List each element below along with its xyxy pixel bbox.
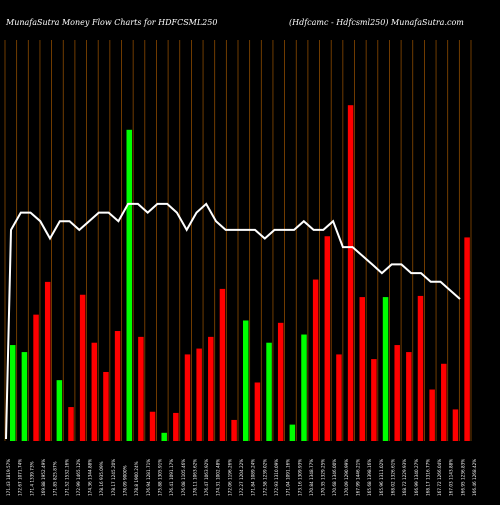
x-tick-label: 178.8 1900.24% xyxy=(134,461,139,496)
grid-lines xyxy=(4,40,472,441)
x-tick-label: 166.46 1268.42% xyxy=(472,459,477,496)
header-site: (Hdfcamc - Hdfcsml250) MunafaSutra.com xyxy=(289,18,464,27)
x-tick-label: 171.4 1339.73% xyxy=(29,461,34,496)
money-flow-bar xyxy=(173,412,179,441)
money-flow-bar xyxy=(184,354,191,441)
x-tick-label: 170.68 1346.00% xyxy=(332,459,337,496)
x-tick-label: 172.99 1465.12% xyxy=(76,459,81,496)
x-tick-label: 170.09 1290.99% xyxy=(344,459,349,496)
x-tick-label: 178.17 1245.20% xyxy=(111,459,116,496)
money-flow-bar xyxy=(243,320,249,441)
money-flow-bar xyxy=(289,424,296,441)
money-flow-bar xyxy=(301,334,307,441)
x-tick-label: 165.68 1398.16% xyxy=(367,459,372,496)
money-flow-bar xyxy=(79,294,86,441)
money-flow-bar xyxy=(312,279,319,441)
x-tick-label: 178.16 935.09% xyxy=(99,461,104,496)
x-tick-label: 168.17 1316.77% xyxy=(425,459,430,496)
x-tick-label: 176.94 1281.71% xyxy=(146,459,151,496)
x-tick-label: 173.16 1309.93% xyxy=(297,459,302,496)
money-flow-bar xyxy=(441,363,447,441)
money-flow-bar xyxy=(138,336,144,441)
money-flow-bar xyxy=(208,336,214,441)
x-tick-label: 166.99 1340.27% xyxy=(414,459,419,496)
x-tick-label: 171.52 1532.16% xyxy=(64,459,69,496)
money-flow-bar xyxy=(196,348,202,441)
x-tick-label: 176.41 1091.17% xyxy=(169,459,174,496)
x-tick-label: 166.95 1236.83% xyxy=(460,459,465,496)
money-flow-bar xyxy=(10,345,16,441)
money-flow-bar xyxy=(231,419,237,441)
money-flow-bar xyxy=(347,105,354,442)
x-tick-label: 169.88 1952.49% xyxy=(41,459,46,496)
money-flow-bar xyxy=(277,322,284,441)
money-flow-bar xyxy=(91,342,98,441)
chart-title: MunafaSutra Money Flow Charts for HDFCSM… xyxy=(5,18,217,27)
x-tick-label: 170.84 1348.77% xyxy=(309,459,314,496)
money-flow-bar xyxy=(452,409,459,441)
x-tick-label: 172.27 1204.22% xyxy=(239,459,244,496)
x-tick-label: 174.36 1344.88% xyxy=(88,459,93,496)
money-flow-bar xyxy=(406,352,412,441)
x-tick-label: 172.06 1196.26% xyxy=(227,459,232,496)
x-tick-labels: 171.43 1819.57% 172.67 1071.74% 171.4 1339… xyxy=(6,459,477,496)
money-flow-bar xyxy=(336,354,342,441)
x-tick-label: 175.88 1305.91% xyxy=(157,459,162,496)
x-tick-label: 171.85 825.87% xyxy=(53,461,58,496)
x-tick-label: 168.72 1229.93% xyxy=(402,459,407,496)
price-line xyxy=(5,202,461,440)
x-tick-label: 167.03 1143.88% xyxy=(449,459,454,496)
money-flow-bar xyxy=(394,345,400,441)
x-tick-label: 172.67 1071.74% xyxy=(18,459,23,496)
x-tick-label: 167.99 1446.21% xyxy=(356,459,361,496)
money-flow-bar xyxy=(359,297,365,441)
money-flow-bar xyxy=(44,281,51,441)
x-tick-label: 176.08 1105.46% xyxy=(181,459,186,496)
money-flow-bar xyxy=(429,389,435,441)
money-flow-bar xyxy=(149,411,156,441)
x-tick-label: 174.31 1002.48% xyxy=(216,459,221,496)
money-flow-bar xyxy=(21,352,28,441)
x-tick-label: 171.84 1089.24% xyxy=(251,459,256,496)
x-tick-label: 171.43 1819.57% xyxy=(6,459,11,496)
money-flow-bar xyxy=(33,314,39,441)
money-flow-bar xyxy=(103,371,109,441)
x-tick-label: 176.47 1063.92% xyxy=(204,459,209,496)
money-flow-bar xyxy=(219,288,226,441)
x-tick-label: 178.11 1063.62% xyxy=(192,459,197,496)
money-flow-bar xyxy=(324,236,331,441)
money-flow-bar xyxy=(382,297,389,441)
x-tick-label: 172.58 1239.02% xyxy=(262,459,267,496)
money-flow-bar xyxy=(161,432,167,441)
money-flow-bar xyxy=(464,237,470,441)
x-tick-label: 168.02 1326.61% xyxy=(390,459,395,496)
money-flow-bar xyxy=(266,342,272,441)
x-tick-label: 171.04 1091.16% xyxy=(286,459,291,496)
money-flow-bar xyxy=(68,407,74,441)
money-flow-bar xyxy=(126,129,132,441)
money-flow-bars xyxy=(10,105,470,442)
x-tick-label: 178.09 9000% xyxy=(123,465,128,496)
money-flow-bar xyxy=(114,331,121,441)
x-tick-label: 172.93 1310.09% xyxy=(274,459,279,496)
money-flow-bar xyxy=(371,359,377,441)
x-tick-label: 165.96 1311.02% xyxy=(379,459,384,496)
x-tick-label: 167.72 1266.04% xyxy=(437,459,442,496)
money-flow-bar xyxy=(56,380,63,441)
x-tick-label: 170.35 1329.25% xyxy=(321,459,326,496)
money-flow-bar xyxy=(254,382,261,441)
money-flow-bar xyxy=(417,295,424,441)
